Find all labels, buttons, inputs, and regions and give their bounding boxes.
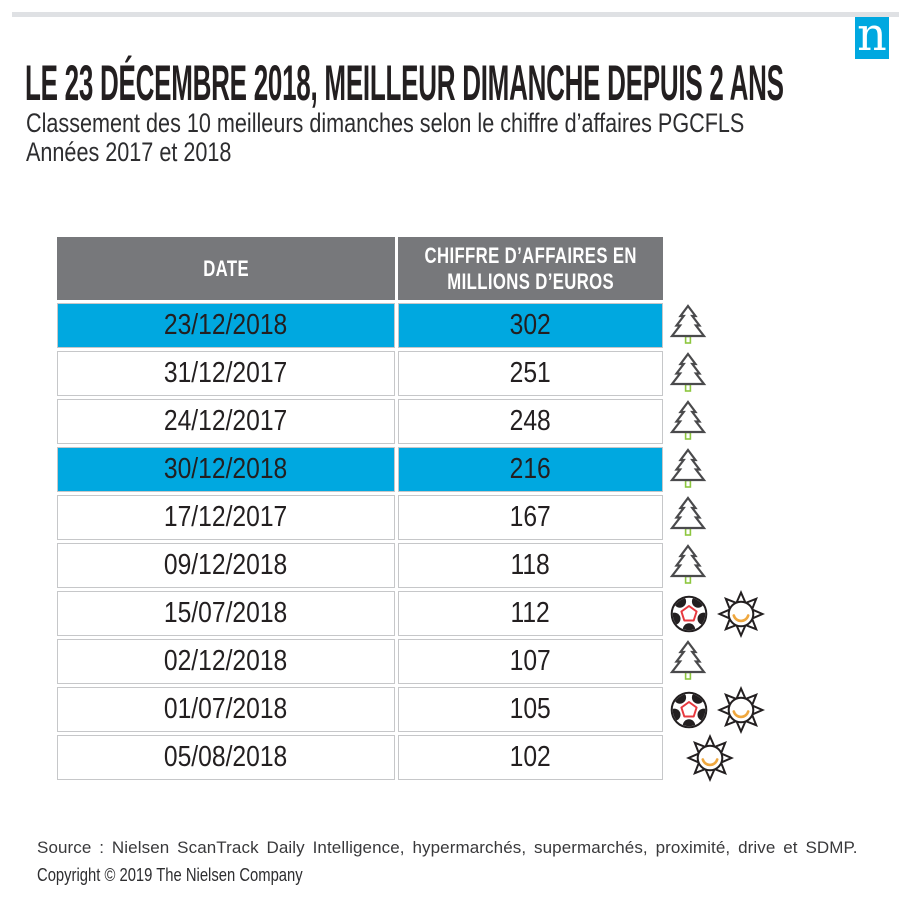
source-text: Source : Nielsen ScanTrack Daily Intelli… [37, 838, 858, 857]
icon-cell [666, 351, 816, 396]
date-cell-text: 05/08/2018 [164, 741, 288, 773]
top-divider-bar [12, 12, 899, 17]
date-cell: 30/12/2018 [57, 447, 395, 492]
date-cell: 24/12/2017 [57, 399, 395, 444]
christmas-tree-icon [669, 639, 707, 680]
date-cell-text: 09/12/2018 [164, 549, 288, 581]
header-cell-value: CHIFFRE D’AFFAIRES EN MILLIONS D’EUROS [398, 237, 663, 300]
value-cell: 118 [398, 543, 663, 588]
page-title: LE 23 DÉCEMBRE 2018, MEILLEUR DIMANCHE D… [25, 58, 923, 108]
date-cell: 23/12/2018 [57, 303, 395, 348]
date-cell-text: 17/12/2017 [164, 501, 288, 533]
value-cell: 107 [398, 639, 663, 684]
value-cell: 248 [398, 399, 663, 444]
date-cell: 15/07/2018 [57, 591, 395, 636]
sun-icon [686, 733, 734, 782]
date-cell-text: 01/07/2018 [164, 693, 288, 725]
value-cell-text: 102 [509, 741, 552, 773]
christmas-tree-icon [669, 303, 707, 344]
date-cell: 31/12/2017 [57, 351, 395, 396]
page-title-text: LE 23 DÉCEMBRE 2018, MEILLEUR DIMANCHE D… [25, 55, 784, 111]
date-cell-text: 02/12/2018 [164, 645, 288, 677]
subtitle-line-2: Années 2017 et 2018 [26, 137, 232, 167]
copyright-text: Copyright © 2019 The Nielsen Company [37, 864, 369, 886]
date-cell: 09/12/2018 [57, 543, 395, 588]
date-cell-text: 31/12/2017 [164, 357, 288, 389]
value-cell-text: 118 [510, 549, 551, 581]
date-cell: 02/12/2018 [57, 639, 395, 684]
value-cell-text: 167 [509, 501, 552, 533]
value-cell: 216 [398, 447, 663, 492]
soccer-ball-icon [670, 691, 708, 728]
icon-cell [666, 447, 816, 492]
sun-icon [717, 685, 765, 734]
value-cell-text: 105 [509, 693, 552, 725]
date-cell: 17/12/2017 [57, 495, 395, 540]
value-cell: 112 [398, 591, 663, 636]
icon-cell [666, 589, 816, 638]
header-cell-date: DATE [57, 237, 395, 300]
value-cell-text: 216 [509, 453, 552, 485]
value-cell-text: 248 [509, 405, 552, 437]
icon-cell [666, 495, 816, 540]
date-cell-text: 30/12/2018 [164, 453, 288, 485]
christmas-tree-icon [669, 447, 707, 488]
icon-cell [666, 303, 816, 348]
value-cell: 105 [398, 687, 663, 732]
icon-cell [666, 399, 816, 444]
icon-cell [666, 685, 816, 734]
subtitle-line-1: Classement des 10 meilleurs dimanches se… [26, 108, 745, 138]
christmas-tree-icon [669, 495, 707, 536]
header-date-label: DATE [203, 255, 249, 281]
value-cell: 167 [398, 495, 663, 540]
date-cell: 01/07/2018 [57, 687, 395, 732]
christmas-tree-icon [669, 543, 707, 584]
header-value-label-line1: CHIFFRE D’AFFAIRES EN [424, 242, 637, 268]
icon-cell [666, 639, 816, 684]
date-cell-text: 24/12/2017 [164, 405, 288, 437]
date-cell-text: 15/07/2018 [164, 597, 288, 629]
header-value-label-line2: MILLIONS D’EUROS [447, 268, 614, 294]
header-spacer [666, 237, 816, 300]
value-cell-text: 112 [510, 597, 551, 629]
page-subtitle: Classement des 10 meilleurs dimanches se… [26, 109, 923, 167]
sun-icon [717, 589, 765, 638]
ranking-table: DATE CHIFFRE D’AFFAIRES EN MILLIONS D’EU… [57, 237, 816, 782]
value-cell-text: 251 [509, 357, 552, 389]
value-cell-text: 302 [509, 309, 552, 341]
soccer-ball-icon [670, 595, 708, 632]
christmas-tree-icon [669, 399, 707, 440]
value-cell: 102 [398, 735, 663, 780]
nielsen-logo: n [855, 11, 889, 59]
copyright-text-inner: Copyright © 2019 The Nielsen Company [37, 864, 303, 885]
icon-cell [666, 543, 816, 588]
value-cell-text: 107 [509, 645, 552, 677]
date-cell-text: 23/12/2018 [164, 309, 288, 341]
value-cell: 302 [398, 303, 663, 348]
value-cell: 251 [398, 351, 663, 396]
christmas-tree-icon [669, 351, 707, 392]
icon-cell [666, 733, 816, 782]
date-cell: 05/08/2018 [57, 735, 395, 780]
